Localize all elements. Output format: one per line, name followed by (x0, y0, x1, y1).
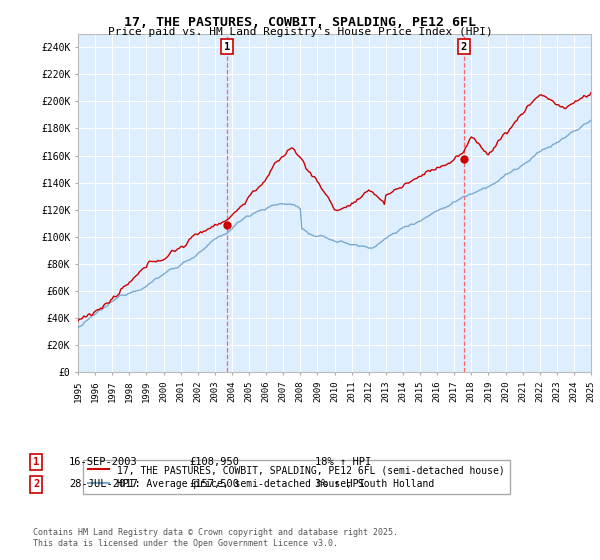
Text: 2: 2 (461, 42, 467, 52)
Text: 17, THE PASTURES, COWBIT, SPALDING, PE12 6FL: 17, THE PASTURES, COWBIT, SPALDING, PE12… (124, 16, 476, 29)
Text: 2: 2 (33, 479, 39, 489)
Text: 1: 1 (33, 457, 39, 467)
Text: £157,500: £157,500 (189, 479, 239, 489)
Text: 18% ↑ HPI: 18% ↑ HPI (315, 457, 371, 467)
Text: 28-JUL-2017: 28-JUL-2017 (69, 479, 138, 489)
Text: 1: 1 (224, 42, 230, 52)
Text: £108,950: £108,950 (189, 457, 239, 467)
Text: 3% ↑ HPI: 3% ↑ HPI (315, 479, 365, 489)
Text: 16-SEP-2003: 16-SEP-2003 (69, 457, 138, 467)
Text: Contains HM Land Registry data © Crown copyright and database right 2025.
This d: Contains HM Land Registry data © Crown c… (33, 528, 398, 548)
Legend: 17, THE PASTURES, COWBIT, SPALDING, PE12 6FL (semi-detached house), HPI: Average: 17, THE PASTURES, COWBIT, SPALDING, PE12… (83, 460, 509, 494)
Text: Price paid vs. HM Land Registry's House Price Index (HPI): Price paid vs. HM Land Registry's House … (107, 27, 493, 37)
